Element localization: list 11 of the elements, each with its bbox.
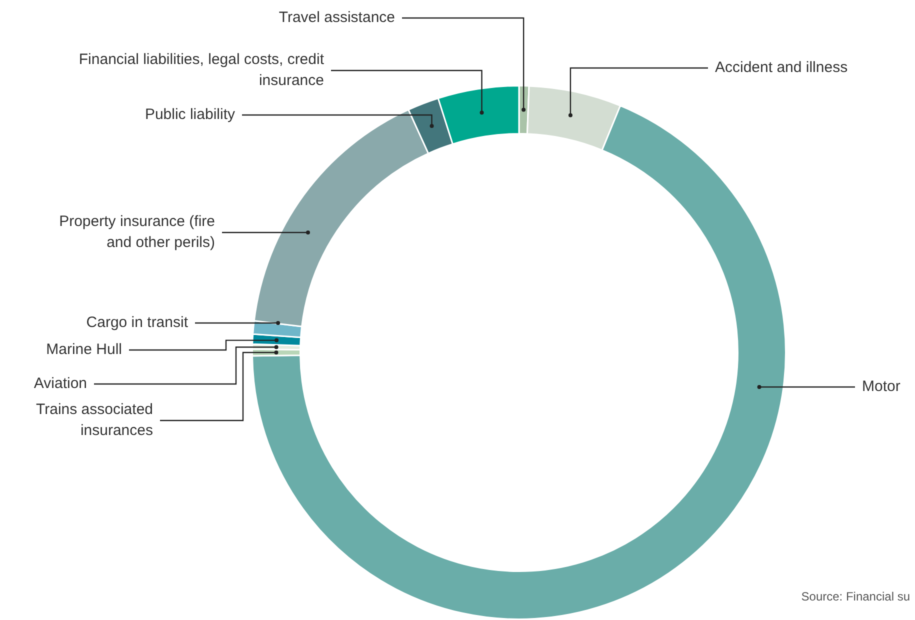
- slice-label: Travel assistance: [278, 9, 395, 26]
- slice-label: Financial liabilities, legal costs, credit insurance: [78, 51, 325, 90]
- slice-label: Property insurance (fire and other perils): [59, 213, 215, 252]
- slice-label: Cargo in transit: [86, 314, 189, 332]
- slice-label: Aviation: [34, 375, 87, 392]
- source-note: Source: Financial su: [801, 589, 910, 604]
- slice-label: Accident and illness: [715, 59, 848, 76]
- slice-label: Motor: [862, 378, 900, 396]
- slice-label: Marine Hull: [46, 341, 122, 358]
- slice-label: Public liability: [144, 106, 236, 124]
- slice-label: Trains associated insurances: [36, 401, 153, 440]
